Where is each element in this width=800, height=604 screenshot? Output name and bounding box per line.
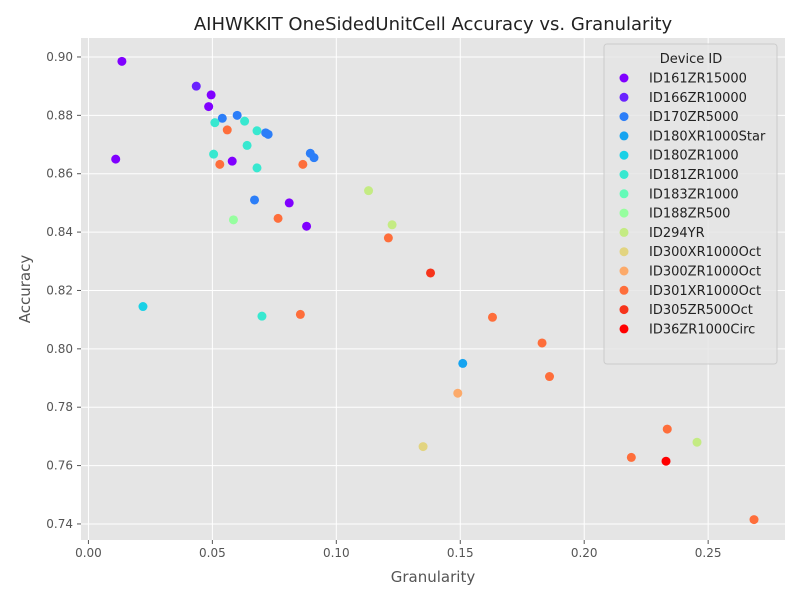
data-point xyxy=(204,102,214,112)
y-tick-label: 0.82 xyxy=(46,283,73,297)
data-point xyxy=(309,153,319,163)
data-point xyxy=(227,156,237,166)
legend-marker xyxy=(619,324,629,334)
y-axis-label: Accuracy xyxy=(16,255,34,324)
data-point xyxy=(626,452,636,462)
legend-label: ID183ZR1000 xyxy=(649,187,739,202)
x-tick-label: 0.20 xyxy=(571,546,598,560)
y-tick-label: 0.78 xyxy=(46,400,73,414)
data-point xyxy=(364,186,374,196)
data-point xyxy=(545,372,555,382)
legend-marker xyxy=(619,131,629,141)
legend-label: ID166ZR10000 xyxy=(649,91,747,106)
data-point xyxy=(295,309,305,319)
legend-label: ID161ZR15000 xyxy=(649,72,747,87)
y-tick-label: 0.80 xyxy=(46,342,73,356)
data-point xyxy=(273,213,283,223)
data-point xyxy=(217,113,227,123)
data-point xyxy=(263,129,273,139)
legend-label: ID305ZR500Oct xyxy=(649,303,753,318)
legend-title: Device ID xyxy=(660,52,722,67)
y-tick-label: 0.74 xyxy=(46,517,73,531)
y-tick-label: 0.84 xyxy=(46,225,73,239)
data-point xyxy=(692,437,702,447)
y-tick-label: 0.86 xyxy=(46,167,73,181)
legend-marker xyxy=(619,266,629,276)
y-tick-label: 0.88 xyxy=(46,108,73,122)
data-point xyxy=(191,81,201,91)
legend-label: ID181ZR1000 xyxy=(649,168,739,183)
legend-marker xyxy=(619,247,629,257)
data-point xyxy=(749,515,759,525)
data-point xyxy=(458,358,468,368)
legend-label: ID188ZR500 xyxy=(649,207,730,222)
data-point xyxy=(252,163,262,173)
data-point xyxy=(215,159,225,169)
legend-label: ID300ZR1000Oct xyxy=(649,265,761,280)
legend-marker xyxy=(619,189,629,199)
data-point xyxy=(387,220,397,230)
x-tick-label: 0.15 xyxy=(447,546,474,560)
legend-marker xyxy=(619,73,629,83)
y-tick-label: 0.76 xyxy=(46,459,73,473)
data-point xyxy=(240,116,250,126)
data-point xyxy=(487,312,497,322)
legend-marker xyxy=(619,227,629,237)
data-point xyxy=(418,442,428,452)
data-point xyxy=(206,90,216,100)
data-point xyxy=(257,311,267,321)
data-point xyxy=(662,424,672,434)
data-point xyxy=(117,56,127,66)
legend-items: ID161ZR15000 ID166ZR10000 ID170ZR5000 ID180… xyxy=(619,72,766,337)
legend-marker xyxy=(619,208,629,218)
data-point xyxy=(242,140,252,150)
data-point xyxy=(111,154,121,164)
data-point xyxy=(284,198,294,208)
tick-labels: 0.00 0.05 0.10 0.15 0.20 0.25 0.74 0.76 0.78 0.80… xyxy=(46,50,721,560)
legend-marker xyxy=(619,112,629,122)
data-point xyxy=(537,338,547,348)
legend-label: ID180XR1000Star xyxy=(649,129,766,144)
legend-marker xyxy=(619,305,629,315)
data-point xyxy=(298,159,308,169)
chart-title: AIHWKKIT OneSidedUnitCell Accuracy vs. G… xyxy=(194,14,673,35)
data-point xyxy=(138,302,148,312)
x-tick-label: 0.05 xyxy=(199,546,226,560)
legend-box xyxy=(603,43,778,365)
data-point xyxy=(426,268,436,278)
legend-marker xyxy=(619,150,629,160)
data-points xyxy=(111,56,759,525)
data-point xyxy=(209,149,219,159)
data-point xyxy=(250,195,260,205)
x-tick-label: 0.10 xyxy=(323,546,350,560)
x-axis-label: Granularity xyxy=(391,568,476,586)
legend-label: ID301XR1000Oct xyxy=(649,284,761,299)
data-point xyxy=(302,221,312,231)
legend-label: ID36ZR1000Circ xyxy=(649,322,755,337)
x-tick-label: 0.25 xyxy=(695,546,722,560)
data-point xyxy=(252,126,262,136)
data-point xyxy=(228,215,238,225)
y-tick-label: 0.90 xyxy=(46,50,73,64)
legend-marker xyxy=(619,170,629,179)
legend-label: ID300XR1000Oct xyxy=(649,245,761,260)
legend-label: ID294YR xyxy=(649,226,705,241)
data-point xyxy=(222,125,232,135)
legend: Device ID ID161ZR15000 ID166ZR10000 ID170Z… xyxy=(603,43,778,365)
data-point xyxy=(661,456,671,466)
x-tick-label: 0.00 xyxy=(75,546,102,560)
legend-label: ID180ZR1000 xyxy=(649,149,739,164)
data-point xyxy=(232,110,242,120)
data-point xyxy=(383,233,393,243)
legend-label: ID170ZR5000 xyxy=(649,110,739,125)
legend-marker xyxy=(619,92,629,102)
data-point xyxy=(453,388,463,398)
legend-marker xyxy=(619,285,629,295)
data-point xyxy=(210,118,220,128)
